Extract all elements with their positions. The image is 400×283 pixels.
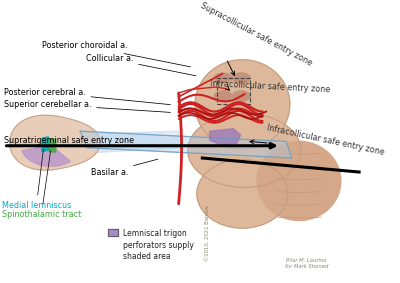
- Text: Supratrigeminal safe entry zone: Supratrigeminal safe entry zone: [4, 136, 134, 145]
- Polygon shape: [210, 129, 241, 145]
- Bar: [108, 229, 118, 236]
- Text: Posterior cerebral a.: Posterior cerebral a.: [4, 88, 170, 105]
- Polygon shape: [42, 137, 48, 152]
- Wedge shape: [22, 145, 70, 166]
- Polygon shape: [80, 131, 292, 158]
- Text: ©2010, 2021 Barrow: ©2010, 2021 Barrow: [204, 206, 210, 261]
- Ellipse shape: [257, 142, 341, 220]
- Bar: [108, 229, 118, 236]
- Ellipse shape: [197, 159, 288, 228]
- Text: Intracollicular safe entry zone: Intracollicular safe entry zone: [210, 79, 330, 94]
- Polygon shape: [88, 131, 179, 153]
- Text: Pilar M. Laurino
for Mark Shoned: Pilar M. Laurino for Mark Shoned: [284, 258, 328, 269]
- Ellipse shape: [214, 91, 232, 101]
- Ellipse shape: [232, 91, 250, 101]
- Text: Infracollicular safe entry zone: Infracollicular safe entry zone: [266, 123, 385, 157]
- Polygon shape: [10, 115, 100, 170]
- Text: Medial lemniscus: Medial lemniscus: [2, 149, 71, 210]
- Ellipse shape: [232, 73, 250, 83]
- Text: Collicular a.: Collicular a.: [86, 54, 196, 76]
- Text: Spinothalamic tract: Spinothalamic tract: [2, 151, 81, 218]
- Text: Superior cerebellar a.: Superior cerebellar a.: [4, 100, 170, 112]
- Polygon shape: [49, 139, 56, 152]
- Text: Lemniscal trigon
perforators supply
shaded area: Lemniscal trigon perforators supply shad…: [123, 229, 194, 261]
- Text: Supracollicular safe entry zone: Supracollicular safe entry zone: [199, 1, 313, 68]
- Text: Posterior choroidal a.: Posterior choroidal a.: [42, 41, 190, 67]
- Ellipse shape: [214, 73, 232, 83]
- Ellipse shape: [188, 113, 301, 187]
- Text: Basilar a.: Basilar a.: [91, 159, 158, 177]
- Ellipse shape: [195, 60, 290, 149]
